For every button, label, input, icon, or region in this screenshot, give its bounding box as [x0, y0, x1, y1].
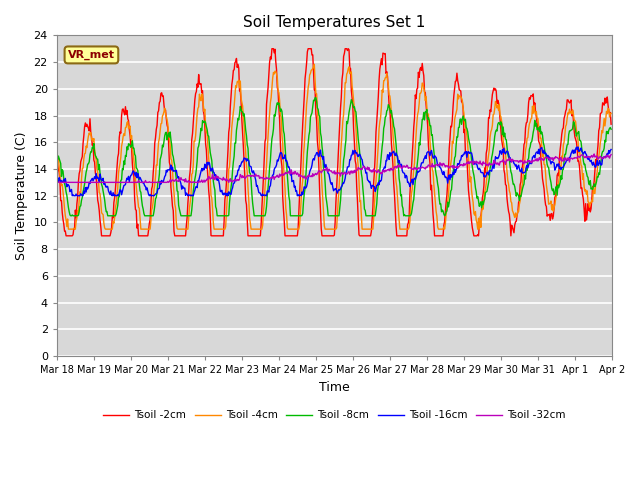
Tsoil -8cm: [403, 213, 411, 219]
Tsoil -4cm: [207, 178, 214, 183]
Tsoil -32cm: [205, 175, 213, 180]
Tsoil -32cm: [607, 152, 615, 157]
Tsoil -2cm: [62, 233, 70, 239]
Tsoil -2cm: [64, 233, 72, 239]
Tsoil -4cm: [419, 81, 427, 86]
Tsoil -32cm: [177, 177, 184, 183]
Tsoil -8cm: [121, 162, 129, 168]
Tsoil -16cm: [53, 180, 61, 186]
Tsoil -16cm: [402, 172, 410, 178]
Tsoil -4cm: [53, 149, 61, 155]
Tsoil -32cm: [590, 151, 598, 157]
Tsoil -32cm: [120, 180, 128, 185]
Tsoil -4cm: [310, 61, 318, 67]
Line: Tsoil -2cm: Tsoil -2cm: [57, 48, 611, 236]
Tsoil -8cm: [53, 153, 61, 159]
Tsoil -4cm: [121, 133, 129, 139]
Line: Tsoil -4cm: Tsoil -4cm: [57, 64, 611, 229]
Tsoil -4cm: [65, 226, 72, 232]
Tsoil -2cm: [268, 46, 276, 51]
Tsoil -4cm: [177, 226, 185, 232]
Line: Tsoil -16cm: Tsoil -16cm: [57, 147, 611, 196]
Tsoil -16cm: [177, 181, 185, 187]
Tsoil -2cm: [419, 68, 427, 74]
X-axis label: Time: Time: [319, 381, 349, 394]
Tsoil -32cm: [53, 180, 61, 185]
Tsoil -2cm: [207, 213, 214, 219]
Y-axis label: Soil Temperature (C): Soil Temperature (C): [15, 132, 28, 260]
Tsoil -16cm: [121, 182, 129, 188]
Tsoil -16cm: [419, 160, 426, 166]
Tsoil -4cm: [607, 110, 615, 116]
Tsoil -32cm: [401, 164, 409, 170]
Tsoil -16cm: [63, 184, 70, 190]
Tsoil -2cm: [403, 233, 411, 239]
Line: Tsoil -8cm: Tsoil -8cm: [57, 98, 611, 216]
Tsoil -2cm: [53, 149, 61, 155]
Tsoil -16cm: [607, 146, 615, 152]
Tsoil -2cm: [607, 121, 615, 127]
Text: VR_met: VR_met: [68, 50, 115, 60]
Tsoil -16cm: [574, 144, 582, 150]
Tsoil -32cm: [63, 180, 70, 185]
Legend: Tsoil -2cm, Tsoil -4cm, Tsoil -8cm, Tsoil -16cm, Tsoil -32cm: Tsoil -2cm, Tsoil -4cm, Tsoil -8cm, Tsoi…: [99, 406, 570, 425]
Tsoil -4cm: [403, 226, 411, 232]
Tsoil -8cm: [311, 95, 319, 101]
Tsoil -8cm: [207, 150, 214, 156]
Tsoil -2cm: [177, 233, 185, 239]
Tsoil -8cm: [419, 117, 427, 122]
Title: Soil Temperatures Set 1: Soil Temperatures Set 1: [243, 15, 426, 30]
Tsoil -8cm: [607, 126, 615, 132]
Tsoil -2cm: [121, 112, 129, 118]
Tsoil -16cm: [68, 193, 76, 199]
Line: Tsoil -32cm: Tsoil -32cm: [57, 154, 611, 182]
Tsoil -4cm: [63, 224, 70, 229]
Tsoil -8cm: [63, 192, 70, 198]
Tsoil -8cm: [67, 213, 74, 219]
Tsoil -8cm: [177, 213, 185, 219]
Tsoil -32cm: [418, 165, 426, 171]
Tsoil -16cm: [207, 165, 214, 171]
